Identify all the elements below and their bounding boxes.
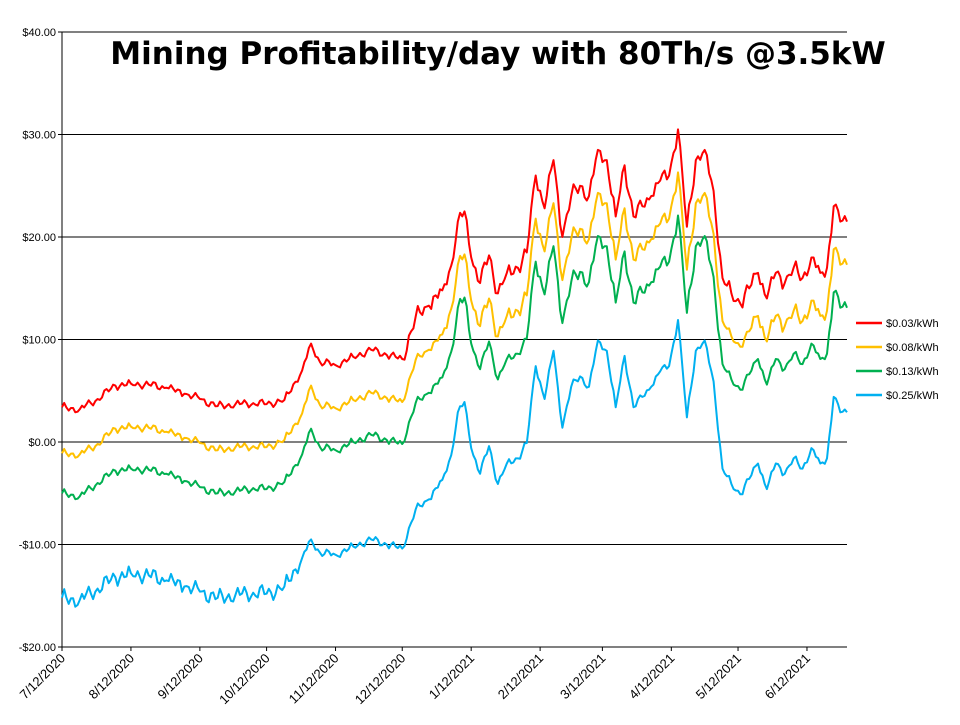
y-tick-label: $20.00	[22, 232, 56, 244]
legend: $0.03/kWh $0.08/kWh $0.13/kWh $0.25/kWh	[856, 318, 939, 402]
series-line-2	[61, 214, 848, 501]
series-line-3	[61, 319, 848, 608]
y-tick-label: -$10.00	[19, 540, 56, 552]
legend-label: $0.25/kWh	[886, 390, 939, 402]
chart-title: Mining Profitability/day with 80Th/s @3.…	[110, 36, 885, 72]
y-axis: -$20.00 -$10.00 $0.00 $10.00 $20.00 $30.00 $40…	[19, 27, 63, 654]
legend-label: $0.03/kWh	[886, 318, 939, 330]
legend-label: $0.08/kWh	[886, 342, 939, 354]
y-tick-label: $40.00	[22, 27, 56, 39]
x-tick-label: 9/12/2020	[154, 651, 206, 703]
series-line-1	[61, 171, 848, 459]
series-lines	[61, 128, 848, 608]
y-tick-label: $30.00	[22, 130, 56, 142]
y-tick-label: $0.00	[28, 437, 56, 449]
y-tick-label: -$20.00	[19, 642, 56, 654]
x-tick-label: 10/12/2020	[216, 651, 273, 708]
x-tick-label: 3/12/2021	[557, 651, 609, 703]
x-axis: 7/12/2020 8/12/2020 9/12/2020 10/12/2020 11/…	[17, 646, 847, 708]
y-tick-label: $10.00	[22, 335, 56, 347]
x-tick-label: 7/12/2020	[17, 651, 69, 703]
x-tick-label: 12/12/2020	[352, 651, 409, 708]
series-line-0	[61, 128, 848, 414]
x-tick-label: 5/12/2021	[693, 651, 745, 703]
x-tick-label: 6/12/2021	[762, 651, 814, 703]
x-tick-label: 11/12/2020	[286, 651, 342, 707]
x-tick-label: 2/12/2021	[495, 651, 547, 703]
legend-label: $0.13/kWh	[886, 366, 939, 378]
x-tick-label: 4/12/2021	[626, 651, 678, 703]
x-tick-label: 8/12/2020	[86, 651, 138, 703]
x-tick-label: 1/12/2021	[426, 651, 478, 703]
